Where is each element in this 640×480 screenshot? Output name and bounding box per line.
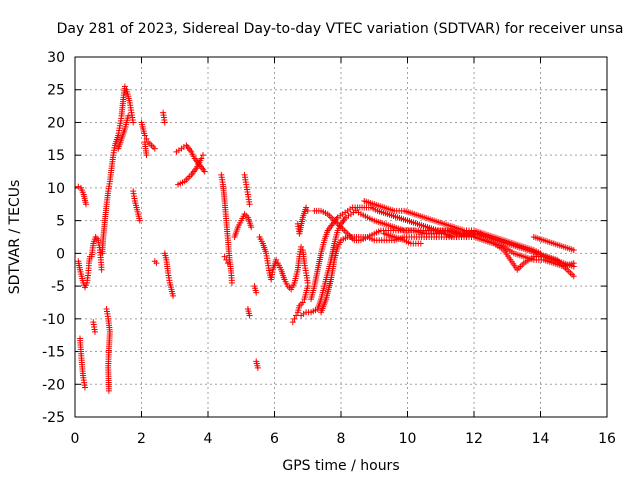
y-axis-label: SDTVAR / TECUs (7, 180, 23, 295)
y-tick-label: 5 (56, 214, 65, 230)
y-tick-label: 15 (47, 148, 65, 164)
data-point (570, 273, 577, 280)
data-point (570, 263, 577, 270)
data-points (75, 83, 577, 394)
data-point (151, 145, 158, 152)
data-point (254, 364, 261, 371)
data-point (246, 201, 253, 208)
y-tick-label: 20 (47, 115, 65, 131)
x-tick-label: 10 (399, 431, 417, 447)
data-point (98, 266, 105, 273)
data-point (75, 183, 82, 190)
x-tick-label: 12 (465, 431, 483, 447)
data-point (130, 119, 137, 126)
y-tick-label: 10 (47, 181, 65, 197)
data-point (253, 289, 260, 296)
data-point (153, 260, 160, 267)
x-tick-label: 16 (598, 431, 616, 447)
x-tick-label: 14 (532, 431, 550, 447)
data-point (304, 283, 311, 290)
data-point (299, 299, 306, 306)
data-point (570, 247, 577, 254)
data-point (82, 201, 89, 208)
data-point (273, 256, 280, 263)
data-point (221, 253, 228, 260)
data-point (141, 132, 148, 139)
data-point (291, 315, 298, 322)
y-tick-label: 30 (47, 50, 65, 66)
x-tick-label: 0 (71, 431, 80, 447)
x-tick-label: 4 (204, 431, 213, 447)
data-point (136, 217, 143, 224)
x-tick-label: 2 (137, 431, 146, 447)
data-point (91, 328, 98, 335)
data-point (121, 83, 128, 90)
data-point (223, 256, 230, 263)
data-point (170, 292, 177, 299)
data-point (105, 387, 112, 394)
data-point (161, 119, 168, 126)
data-point (198, 155, 205, 162)
x-tick-label: 6 (270, 431, 279, 447)
grid (75, 57, 607, 417)
axis-ticks: 0 2 4 6 8 10 12 14 16 -25 -20 -15 -10 -5 0 5 10 15 20 25 30 (42, 50, 616, 447)
data-point (248, 224, 255, 231)
y-tick-label: 25 (47, 83, 65, 99)
data-point (224, 260, 231, 267)
data-point (143, 152, 150, 159)
data-point (537, 250, 544, 257)
y-tick-label: -25 (42, 410, 65, 426)
y-tick-label: -5 (51, 279, 65, 295)
x-axis-label: GPS time / hours (282, 458, 399, 474)
y-tick-label: -20 (42, 377, 65, 393)
data-point (143, 135, 150, 142)
data-point (304, 207, 311, 214)
data-point (303, 204, 310, 211)
data-point (417, 240, 424, 247)
data-point (289, 319, 296, 326)
data-point (228, 279, 235, 286)
chart-title: Day 281 of 2023, Sidereal Day-to-day VTE… (57, 21, 624, 37)
y-tick-label: -10 (42, 312, 65, 328)
data-point (201, 168, 208, 175)
data-point (298, 243, 305, 250)
data-point (246, 312, 253, 319)
data-point (81, 384, 88, 391)
data-point (200, 152, 207, 159)
y-tick-label: -15 (42, 345, 65, 361)
y-tick-label: 0 (56, 246, 65, 262)
data-point (125, 112, 132, 119)
x-tick-label: 8 (337, 431, 346, 447)
